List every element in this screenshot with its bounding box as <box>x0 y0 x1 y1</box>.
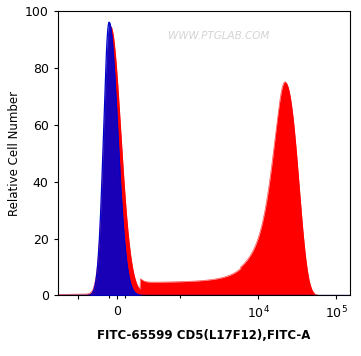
Y-axis label: Relative Cell Number: Relative Cell Number <box>8 90 21 216</box>
X-axis label: FITC-65599 CD5(L17F12),FITC-A: FITC-65599 CD5(L17F12),FITC-A <box>97 329 311 342</box>
Text: WWW.PTGLAB.COM: WWW.PTGLAB.COM <box>168 31 269 41</box>
